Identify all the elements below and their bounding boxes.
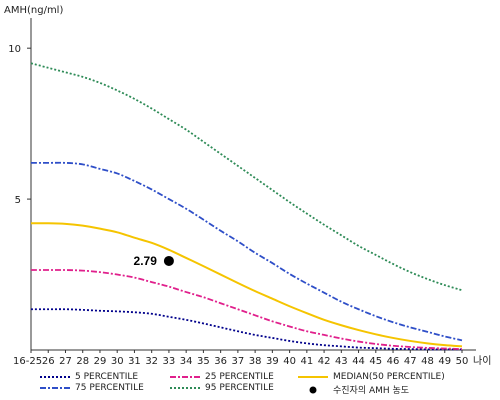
legend-item-median: MEDIAN(50 PERCENTILE) [298,372,445,382]
series-line-median-50-percentile [30,222,463,348]
x-tick-label-41: 41 [300,356,313,367]
x-tick-label-34: 34 [180,356,193,367]
patient-amh-value-label: 2.79 [134,254,158,268]
x-tick-label-30: 30 [111,356,124,367]
y-tick-label-5: 5 [15,195,21,206]
legend-swatch-95-percentile [170,387,200,389]
legend-item-95-percentile: 95 PERCENTILE [170,383,274,393]
x-tick-label-26: 26 [42,356,55,367]
x-tick-label-33: 33 [163,356,176,367]
legend-label-25-percentile: 25 PERCENTILE [205,372,274,382]
x-tick-label-46: 46 [387,356,400,367]
x-tick-label-36: 36 [214,356,227,367]
x-axis-title: 나이 [473,355,491,367]
x-tick-label-48: 48 [421,356,434,367]
legend-swatch-5-percentile [40,376,70,378]
legend-swatch-75-percentile [40,387,70,389]
legend-item-25-percentile: 25 PERCENTILE [170,372,274,382]
legend-label-95-percentile: 95 PERCENTILE [205,383,274,393]
x-tick-label-29: 29 [94,356,107,367]
x-tick-label-31: 31 [128,356,141,367]
x-tick-label-40: 40 [283,356,296,367]
x-tick-label-32: 32 [145,356,158,367]
legend-swatch-patient [309,386,317,393]
legend-swatch-25-percentile [170,376,200,378]
legend-label-median: MEDIAN(50 PERCENTILE) [333,372,445,382]
x-tick-label-50: 50 [456,356,469,367]
x-tick-label-28: 28 [76,356,89,367]
legend: 5 PERCENTILE 75 PERCENTILE 25 PERCENTILE… [28,370,498,400]
x-tick-label-16-25: 16-25 [13,356,42,367]
amh-percentile-chart: AMH(ng/ml) 나이 5 10 16-25 26 27 28 29 30 31 32 33 3… [4,5,491,367]
y-tick-label-10: 10 [8,44,21,55]
x-tick-label-47: 47 [404,356,417,367]
patient-marker: 2.79 [134,254,174,268]
x-tick-label-49: 49 [438,356,451,367]
legend-item-5-percentile: 5 PERCENTILE [40,372,138,382]
series-lines [30,62,463,351]
axes: AMH(ng/ml) 나이 [4,5,491,367]
patient-amh-point [163,255,174,266]
series-line-5-percentile [30,308,462,351]
x-ticks: 16-25 26 27 28 29 30 31 32 33 34 35 36 37 38 39 40 41 42 4… [13,350,468,367]
legend-label-75-percentile: 75 PERCENTILE [75,383,144,393]
legend-item-75-percentile: 75 PERCENTILE [40,383,144,393]
series-line-95-percentile [30,62,463,292]
legend-label-patient: 수진자의 AMH 농도 [333,386,410,396]
legend-label-5-percentile: 5 PERCENTILE [75,372,139,382]
x-tick-label-43: 43 [335,356,348,367]
x-tick-label-42: 42 [318,356,331,367]
x-tick-label-39: 39 [266,356,279,367]
x-tick-label-37: 37 [232,356,245,367]
series-line-25-percentile [31,269,463,350]
y-axis-title: AMH(ng/ml) [4,5,63,16]
y-ticks: 5 10 [8,44,31,206]
x-tick-label-45: 45 [369,356,382,367]
series-line-75-percentile [30,161,463,342]
x-tick-label-44: 44 [352,356,365,367]
legend-swatch-median [298,376,328,378]
x-tick-label-35: 35 [197,356,210,367]
x-tick-label-38: 38 [249,356,262,367]
legend-item-patient: 수진자의 AMH 농도 [298,383,409,396]
x-tick-label-27: 27 [59,356,72,367]
